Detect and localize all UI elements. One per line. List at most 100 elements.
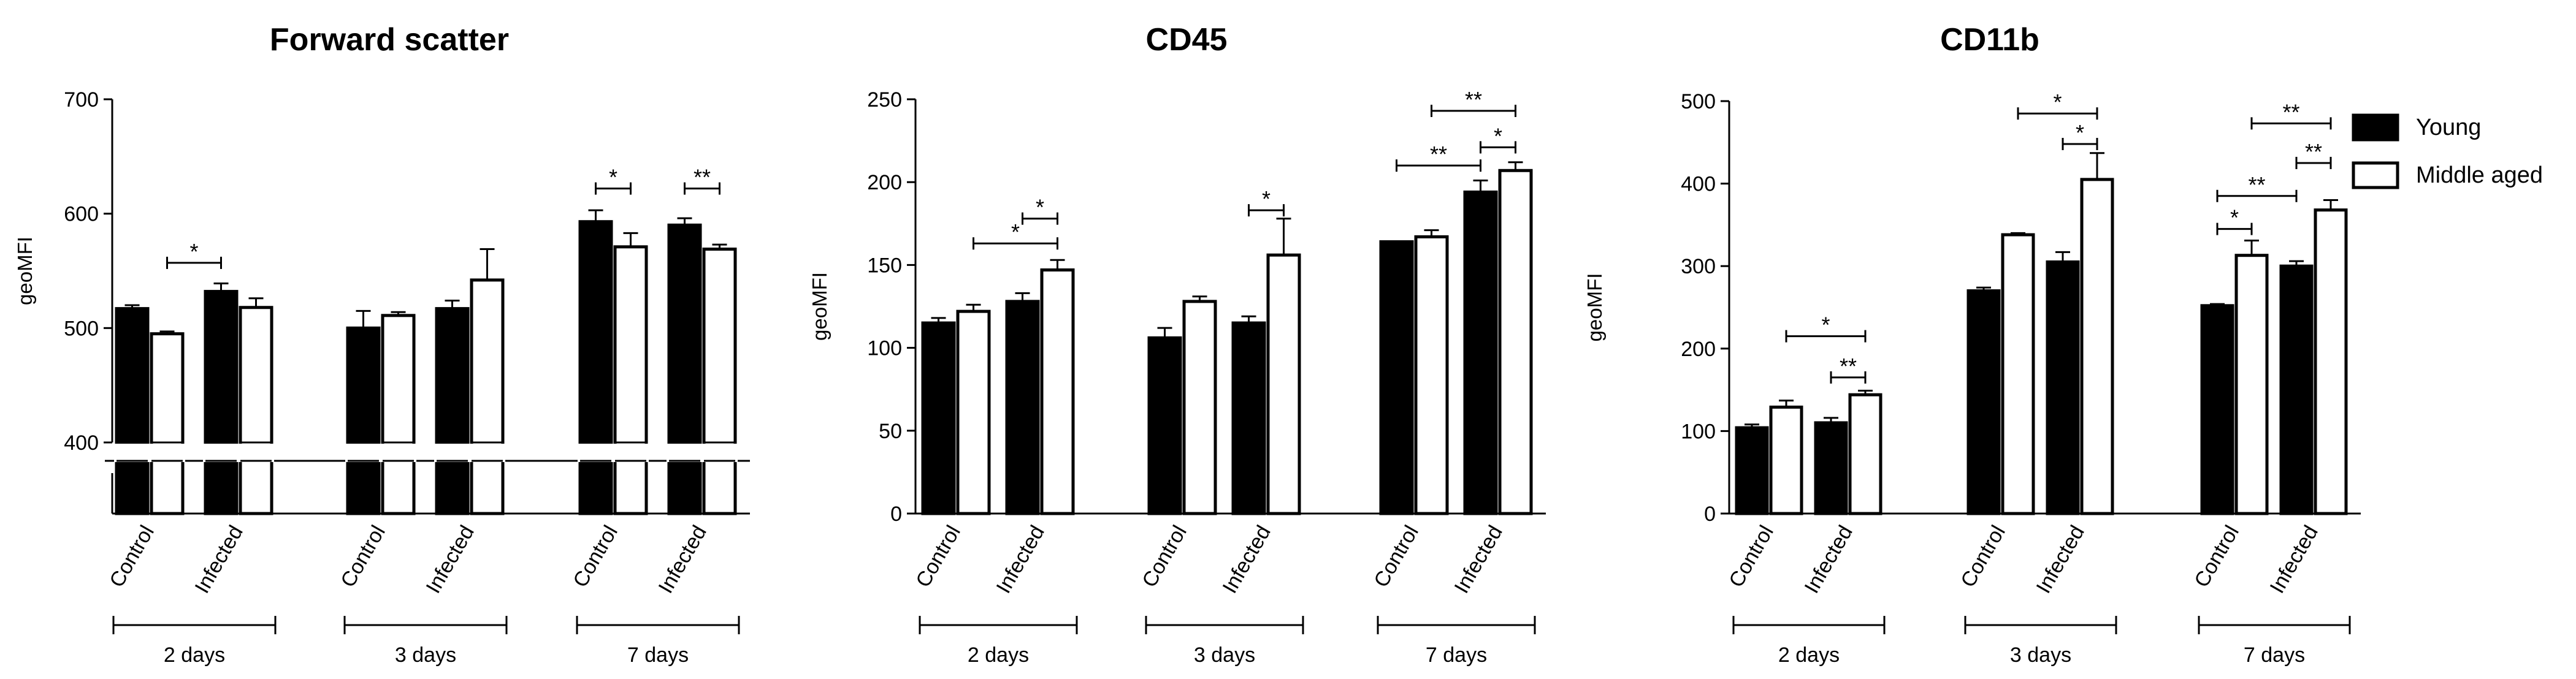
group-label: 3 days bbox=[395, 643, 456, 667]
significance-label: * bbox=[2230, 205, 2239, 230]
x-category-label: Infected bbox=[1218, 522, 1275, 597]
x-category-label: Control bbox=[1956, 522, 2010, 591]
bar-young bbox=[1463, 190, 1498, 515]
chart-title: CD11b bbox=[1940, 22, 2039, 58]
x-category-label: Infected bbox=[1450, 522, 1507, 597]
group-label: 2 days bbox=[968, 643, 1029, 667]
group-label: 2 days bbox=[1778, 643, 1840, 667]
y-axis-label: geoMFI bbox=[13, 237, 36, 305]
x-category-label: Infected bbox=[654, 522, 711, 597]
y-tick-label: 100 bbox=[867, 337, 902, 360]
bar-break-gap bbox=[434, 444, 470, 462]
significance-label: ** bbox=[694, 165, 711, 190]
y-tick-label: 0 bbox=[1704, 503, 1716, 526]
x-category-label: Control bbox=[1724, 522, 1778, 591]
significance-label: * bbox=[1262, 186, 1271, 211]
bar-middle-aged bbox=[2234, 254, 2269, 515]
x-category-label: Control bbox=[336, 522, 390, 591]
bar-middle-aged bbox=[613, 245, 648, 515]
group-label: 3 days bbox=[1194, 643, 1255, 667]
bar-young bbox=[1735, 426, 1769, 515]
significance-label: * bbox=[189, 239, 198, 264]
y-tick-label: 400 bbox=[1681, 173, 1716, 196]
bar-young bbox=[1966, 289, 2001, 515]
legend: Young Middle aged bbox=[2352, 113, 2543, 189]
bar-young bbox=[2279, 264, 2314, 515]
bar-break-gap bbox=[238, 444, 274, 462]
legend-swatch bbox=[2352, 161, 2399, 189]
bar-middle-aged bbox=[956, 309, 991, 515]
bar-break-gap bbox=[613, 444, 649, 462]
bar-young bbox=[921, 321, 956, 515]
bar-young bbox=[346, 326, 381, 515]
bar-young bbox=[667, 223, 702, 515]
x-category-label: Infected bbox=[992, 522, 1049, 597]
bar-break-gap bbox=[380, 444, 416, 462]
group-label: 3 days bbox=[2010, 643, 2071, 667]
x-category-label: Infected bbox=[422, 522, 479, 597]
chart-title: Forward scatter bbox=[270, 22, 509, 58]
x-category-label: Control bbox=[1369, 522, 1423, 591]
group-label: 7 days bbox=[1426, 643, 1487, 667]
x-category-label: Control bbox=[2190, 522, 2244, 591]
y-tick-label: 200 bbox=[867, 171, 902, 194]
significance-label: * bbox=[2053, 89, 2062, 115]
bar-middle-aged bbox=[1414, 235, 1449, 515]
bar-break-gap bbox=[469, 444, 505, 462]
significance-label: * bbox=[1011, 219, 1020, 245]
bar-middle-aged bbox=[2314, 208, 2348, 515]
significance-label: ** bbox=[1465, 87, 1482, 112]
group-label: 7 days bbox=[2244, 643, 2305, 667]
y-tick-label: 500 bbox=[64, 317, 99, 340]
group-label: 7 days bbox=[627, 643, 689, 667]
x-category-label: Infected bbox=[1800, 522, 1857, 597]
y-tick-label: 50 bbox=[879, 420, 902, 443]
bar-young bbox=[1814, 421, 1848, 515]
legend-label: Middle aged bbox=[2416, 162, 2543, 188]
chart-title: CD45 bbox=[1146, 22, 1228, 58]
legend-label: Young bbox=[2416, 115, 2481, 140]
bar-young bbox=[435, 307, 470, 515]
bar-young bbox=[115, 307, 150, 515]
bar-young bbox=[1005, 300, 1040, 515]
y-tick-label: 200 bbox=[1681, 338, 1716, 361]
significance-label: ** bbox=[2282, 99, 2299, 124]
y-tick-label: 500 bbox=[1681, 90, 1716, 113]
chart-panels: Forward scattergeoMFI400500600700Control… bbox=[13, 22, 2361, 667]
bar-break-gap bbox=[667, 444, 703, 462]
x-category-label: Control bbox=[568, 522, 622, 591]
bar-break-gap bbox=[701, 444, 738, 462]
bar-middle-aged bbox=[381, 314, 416, 515]
chart-panel-1: CD45 geoMFI 0 50 100 150 200 250 Control Infected… bbox=[808, 22, 1546, 667]
axis-break-gap bbox=[104, 462, 751, 472]
y-tick-label: 100 bbox=[1681, 420, 1716, 443]
significance-label: ** bbox=[1430, 142, 1447, 167]
significance-label: * bbox=[1036, 195, 1044, 220]
significance-label: ** bbox=[2248, 172, 2265, 197]
bar-middle-aged bbox=[150, 332, 185, 515]
bar-middle-aged bbox=[2001, 233, 2035, 515]
bar-middle-aged bbox=[1182, 300, 1217, 515]
bar-young bbox=[204, 290, 239, 515]
bar-young bbox=[1147, 336, 1182, 515]
bar-middle-aged bbox=[2080, 178, 2114, 515]
bar-break-gap bbox=[578, 444, 614, 462]
significance-label: ** bbox=[1840, 354, 1857, 379]
significance-label: * bbox=[2076, 120, 2084, 145]
bar-middle-aged bbox=[702, 248, 737, 515]
y-axis-label: geoMFI bbox=[1583, 273, 1606, 342]
chart-panel-0: Forward scatter geoMFI 400 500 600 700 Control… bbox=[13, 22, 751, 667]
bar-middle-aged bbox=[1848, 393, 1882, 515]
bar-young bbox=[2200, 304, 2234, 515]
significance-label: ** bbox=[2305, 139, 2322, 164]
bar-break-gap bbox=[345, 444, 381, 462]
bar-middle-aged bbox=[1266, 253, 1301, 515]
y-axis-label: geoMFI bbox=[808, 272, 831, 341]
bar-middle-aged bbox=[1769, 405, 1803, 515]
bar-break-gap bbox=[149, 444, 185, 462]
significance-label: * bbox=[609, 165, 617, 190]
y-tick-label: 0 bbox=[890, 503, 902, 526]
significance-label: * bbox=[1821, 313, 1830, 338]
bar-middle-aged bbox=[470, 278, 505, 515]
